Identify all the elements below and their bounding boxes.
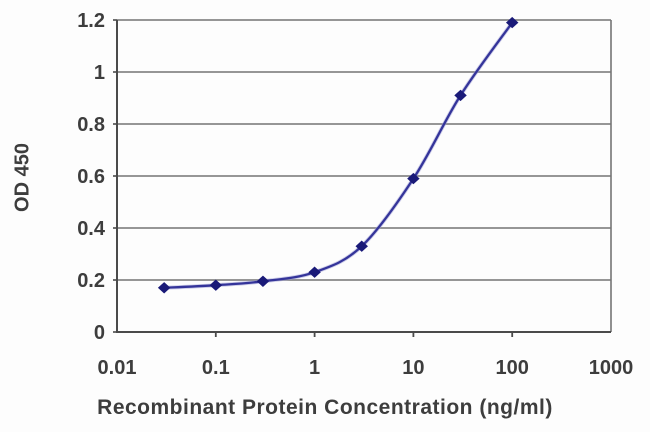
data-point-marker [505, 16, 519, 29]
y-tick-label: 1.2 [77, 10, 105, 32]
y-tick-label: 0 [94, 322, 105, 344]
x-tick-label: 100 [496, 357, 529, 379]
series-line [164, 21, 514, 289]
x-tick-label: 0.01 [98, 357, 137, 379]
y-tick-label: 0.8 [77, 114, 105, 136]
data-point-marker [209, 279, 223, 291]
x-tick-label: 0.1 [202, 357, 230, 379]
x-tick-label: 1 [309, 357, 320, 379]
y-tick-label: 1 [94, 62, 105, 84]
y-tick-label: 0.6 [77, 166, 105, 188]
data-point-marker [308, 266, 321, 278]
y-tick-label: 0.4 [77, 218, 106, 240]
series-line-halo [164, 21, 514, 290]
data-point-marker [407, 172, 420, 185]
x-tick-label: 1000 [589, 357, 634, 379]
y-axis-label: OD 450 [11, 143, 34, 212]
data-point-marker [256, 275, 270, 287]
data-point-marker [454, 89, 467, 102]
x-tick-label: 10 [402, 357, 424, 379]
x-axis-label: Recombinant Protein Concentration (ng/ml… [97, 396, 553, 419]
data-point-marker [355, 240, 368, 252]
y-tick-label: 0.2 [77, 270, 105, 292]
data-point-marker [157, 282, 171, 294]
